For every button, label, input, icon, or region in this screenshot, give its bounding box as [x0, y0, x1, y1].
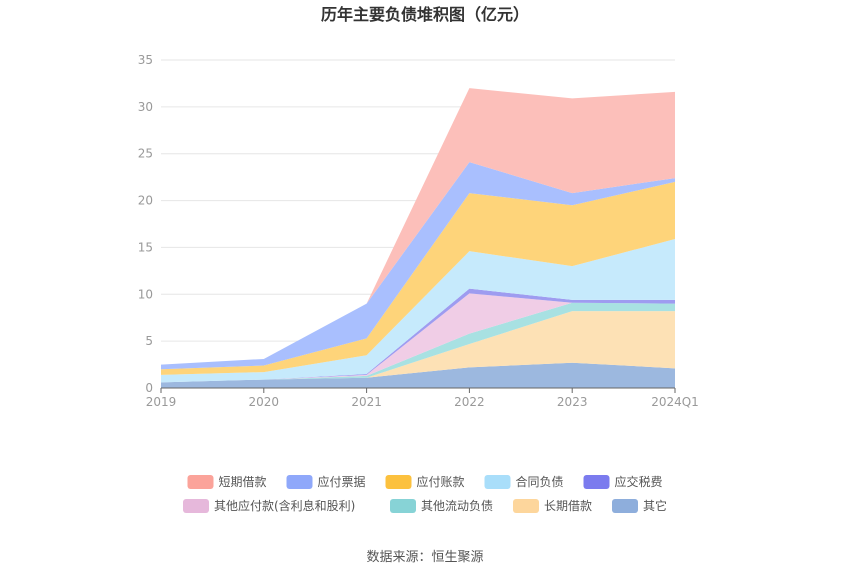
area-series-4	[161, 293, 675, 383]
y-tick-label: 0	[145, 381, 153, 395]
area-series-1	[161, 362, 675, 388]
legend-label[interactable]: 合同负债	[516, 474, 564, 489]
area-series	[161, 88, 675, 388]
legend-swatch[interactable]	[513, 499, 539, 513]
y-tick-label: 25	[138, 147, 153, 161]
legend-label[interactable]: 应交税费	[615, 474, 663, 489]
area-series-2	[161, 311, 675, 383]
y-tick-label: 5	[145, 334, 153, 348]
x-tick-label: 2024Q1	[651, 395, 699, 409]
area-series-9	[161, 88, 675, 365]
legend-label[interactable]: 应付票据	[318, 474, 366, 489]
axes: 0 5 10 15 20 25 30 35 2019 2020 2021 2022 2023 2024Q1	[138, 53, 699, 409]
x-tick-label: 2023	[557, 395, 588, 409]
legend-label[interactable]: 其他应付款(含利息和股利)	[214, 498, 355, 513]
x-tick-label: 2021	[351, 395, 382, 409]
legend-swatch[interactable]	[484, 475, 511, 489]
data-source-note: 数据来源：恒生聚源	[366, 550, 484, 565]
legend-label[interactable]: 其它	[643, 498, 667, 513]
y-tick-label: 10	[138, 287, 153, 301]
legend-swatch[interactable]	[187, 475, 214, 489]
legend-swatch[interactable]	[286, 475, 313, 489]
chart-title: 历年主要负债堆积图（亿元）	[321, 5, 529, 24]
legend-label[interactable]: 其他流动负债	[421, 499, 493, 513]
legend-swatch[interactable]	[183, 499, 209, 513]
area-series-7	[161, 181, 675, 375]
x-tick-label: 2022	[454, 395, 485, 409]
x-tick-label: 2020	[249, 395, 280, 409]
area-series-8	[161, 162, 675, 370]
legend-label[interactable]: 长期借款	[544, 499, 592, 513]
legend-swatch[interactable]	[385, 475, 412, 489]
legend-swatch[interactable]	[612, 499, 638, 513]
y-tick-label: 30	[138, 100, 153, 114]
x-tick-label: 2019	[146, 395, 177, 409]
y-tick-label: 20	[138, 194, 153, 208]
legend-swatch[interactable]	[390, 499, 416, 513]
legend-label[interactable]: 应付账款	[417, 474, 465, 489]
area-series-6	[161, 238, 675, 383]
y-tick-label: 15	[138, 240, 153, 254]
y-tick-label: 35	[138, 53, 153, 67]
legend-swatch[interactable]	[583, 475, 610, 489]
legend-label[interactable]: 短期借款	[219, 475, 267, 489]
area-series-3	[161, 302, 675, 383]
